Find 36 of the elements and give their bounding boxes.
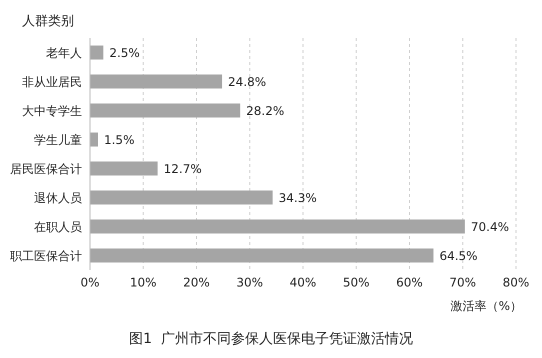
data-label: 12.7% [164,162,202,176]
x-tick-label: 50% [342,276,370,290]
bar [90,220,465,234]
data-label: 1.5% [104,132,134,147]
y-tick-label: 居民医保合计 [10,162,82,176]
text: 图1 广州市不同参保人医保电子凭证激活情况 [128,330,414,348]
x-tick-label: 0% [80,276,100,290]
y-tick-label: 老年人 [46,46,82,60]
data-label: 24.8% [228,74,266,89]
x-tick-label: 80% [502,276,530,290]
x-tick-label: 30% [236,276,264,290]
y-tick-label: 职工医保合计 [10,248,82,263]
y-tick-label: 学生儿童 [34,132,82,147]
y-tick-label: 大中专学生 [22,104,82,118]
bar [90,162,158,176]
data-label: 64.5% [439,248,478,263]
data-label: 70.4% [470,220,510,234]
y-tick-label: 非从业居民 [22,74,82,89]
bar [90,248,434,263]
x-axis-title: 激活率（%） [450,298,522,315]
bar [90,132,98,147]
y-tick-label: 在职人员 [34,220,82,234]
data-label: 34.3% [278,190,317,205]
data-label: 28.2% [246,104,284,118]
x-tick-label: 60% [396,276,423,290]
data-label: 2.5% [109,46,140,60]
bar [90,190,273,205]
x-tick-label: 40% [290,276,316,290]
bar [90,74,222,89]
bar [90,104,240,118]
x-tick-label: 20% [183,276,210,290]
y-axis-title: 人群类别 [22,13,74,30]
x-tick-label: 10% [130,276,157,290]
bar [90,46,104,60]
y-tick-label: 退休人员 [34,190,82,205]
x-tick-label: 70% [449,276,476,290]
